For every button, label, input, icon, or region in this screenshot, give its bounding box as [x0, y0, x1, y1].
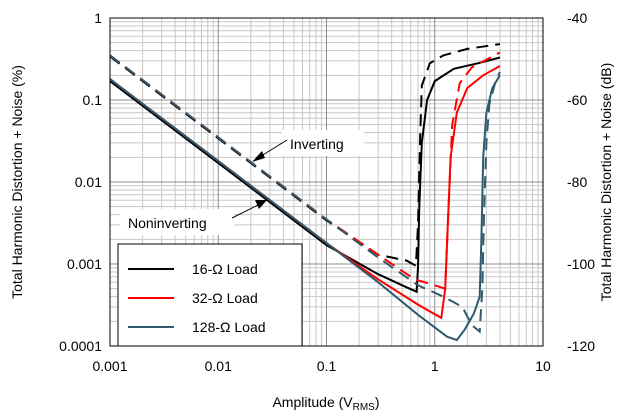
plot-frame	[109, 17, 544, 347]
noninverting-label-box	[120, 209, 234, 235]
legend: 16-Ω Load 32-Ω Load 128-Ω Load	[117, 243, 303, 347]
legend-box	[117, 243, 303, 347]
y-tick-label: 0.0001	[59, 338, 102, 354]
y-tick-label: 0.01	[75, 174, 102, 190]
noninverting-label: Noninverting	[128, 215, 207, 231]
noninverting-arrow-head	[255, 200, 267, 209]
y-tick-label: 0.001	[67, 256, 102, 272]
x-tick-label: 10	[535, 358, 551, 374]
noninverting-annotation: Noninverting	[120, 200, 267, 235]
x-tick-labels: 0.001 0.01 0.1 1 10	[92, 358, 551, 374]
y2-tick-label: -80	[567, 174, 587, 190]
inverting-label: Inverting	[290, 136, 344, 152]
x-axis-title: Amplitude (VRMS)	[272, 394, 379, 412]
legend-label-32-ohm: 32-Ω Load	[192, 290, 258, 306]
y2-tick-label: -100	[567, 256, 595, 272]
y-tick-label: 0.1	[83, 92, 103, 108]
y2-tick-label: -40	[567, 10, 587, 26]
legend-label-128-ohm: 128-Ω Load	[192, 319, 266, 335]
x-tick-label: 0.001	[92, 358, 127, 374]
inverting-label-box	[282, 130, 364, 156]
noninverting-arrow-line	[231, 203, 261, 219]
legend-label-16-ohm: 16-Ω Load	[192, 261, 258, 277]
y-tick-labels: 0.0001 0.001 0.01 0.1 1	[59, 10, 102, 354]
y2-tick-labels: -120 -100 -80 -60 -40	[567, 10, 595, 354]
inverting-annotation: Inverting	[252, 130, 364, 162]
y2-axis-title: Total Harmonic Distortion + Noise (dB)	[598, 63, 614, 301]
y-axis-title: Total Harmonic Distortion + Noise (%)	[9, 65, 25, 299]
x-tick-label: 0.1	[317, 358, 337, 374]
x-tick-label: 1	[431, 358, 439, 374]
data-curves	[110, 43, 501, 342]
y2-tick-label: -60	[567, 92, 587, 108]
y2-tick-label: -120	[567, 338, 595, 354]
inverting-arrow-head	[252, 151, 265, 162]
x-tick-label: 0.01	[205, 358, 232, 374]
y-tick-label: 1	[94, 10, 102, 26]
curve-noninverting-128-ohm	[110, 74, 501, 342]
curve-inverting-128-ohm	[110, 54, 501, 334]
